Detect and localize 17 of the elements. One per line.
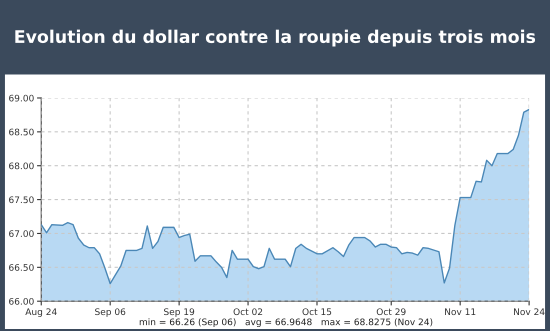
y-tick-label: 68.00 — [9, 162, 34, 170]
y-tick-label: 67.00 — [9, 230, 34, 238]
y-tick-label: 66.00 — [9, 298, 34, 305]
x-tick-label: Sep 19 — [164, 308, 194, 317]
y-tick-label: 68.50 — [9, 128, 34, 136]
x-tick-label: Oct 02 — [234, 308, 262, 316]
text: min = 66.26 (Sep 06) avg = 66.9648 max = 68.8275 (Nov 24) — [140, 318, 432, 328]
x-tick-label: Aug 24 — [25, 308, 57, 317]
x-tick-label: Oct 29 — [376, 308, 406, 316]
x-tick-label: Nov 11 — [445, 308, 476, 316]
x-tick-label: Nov 24 — [514, 308, 545, 316]
x-tick-label: Sep 06 — [95, 308, 126, 317]
y-tick-label: 67.50 — [9, 196, 34, 204]
x-tick-label: Oct 15 — [302, 308, 332, 316]
y-tick-label: 66.50 — [9, 264, 34, 271]
y-tick-label: 69.00 — [9, 94, 34, 102]
chart-title: Evolution du dollar contre la roupie depuis trois mois — [15, 30, 536, 46]
